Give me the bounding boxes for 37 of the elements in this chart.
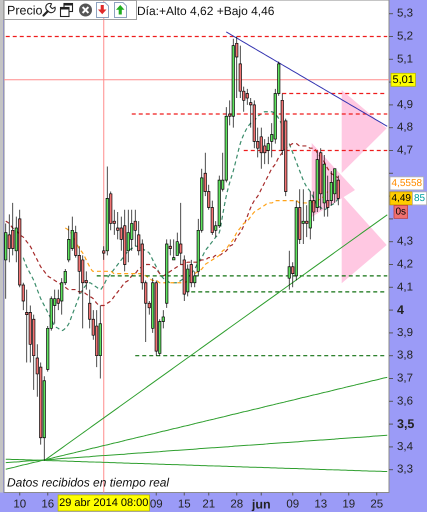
annotation: 4,5558	[392, 178, 423, 189]
y-tick-label: 3,7	[397, 372, 413, 384]
x-tick-label: 28	[230, 498, 244, 510]
y-tick-label: 3,5	[397, 417, 414, 432]
y-tick-label: 4,2	[397, 258, 413, 270]
y-tick-label: 3,6	[397, 395, 413, 408]
x-tick-label: 19	[342, 498, 356, 510]
y-tick-label: 4	[397, 303, 404, 318]
y-tick-label: 5,2	[397, 30, 413, 42]
annotation: Datos recibidos en tiempo real	[7, 476, 170, 490]
y-tick-label: 4,1	[397, 281, 413, 294]
y-tick-label: 3,3	[397, 464, 413, 476]
y-tick-label: 4,7	[397, 144, 413, 156]
y-tick-label: 4,9	[397, 98, 413, 111]
y-tick-label: 5,3	[397, 8, 413, 20]
x-tick-label: 29 abr 2014 08:00	[59, 497, 148, 509]
y-tick-label: 3,9	[397, 326, 413, 339]
x-tick-label: 13	[314, 498, 328, 510]
annotation: 4,49	[392, 192, 412, 204]
y-tick-label: 4,8	[397, 122, 413, 134]
text: 0s	[396, 206, 406, 218]
y-tick-label: 3,8	[397, 350, 413, 362]
chart-title: Precio	[7, 4, 42, 18]
y-tick-label: 5,1	[397, 53, 413, 66]
x-tick-label: 25	[370, 498, 384, 510]
x-tick-label: 15	[178, 498, 191, 510]
x-tick-label: 09	[150, 498, 163, 510]
x-tick-label: jun	[250, 498, 271, 512]
y-tick-label: 3,4	[397, 440, 414, 453]
y-tick-label: 4,3	[397, 236, 413, 248]
x-tick-label: 10	[13, 498, 26, 510]
text: 85	[414, 192, 426, 204]
x-tick-label: 16	[41, 498, 54, 510]
ref-line-label: 5,01	[392, 74, 414, 86]
x-tick-label: 09	[286, 498, 300, 510]
x-tick-label: 21	[202, 498, 216, 510]
chart-subtitle: Día:+Alto 4,62 +Bajo 4,46	[137, 4, 275, 18]
